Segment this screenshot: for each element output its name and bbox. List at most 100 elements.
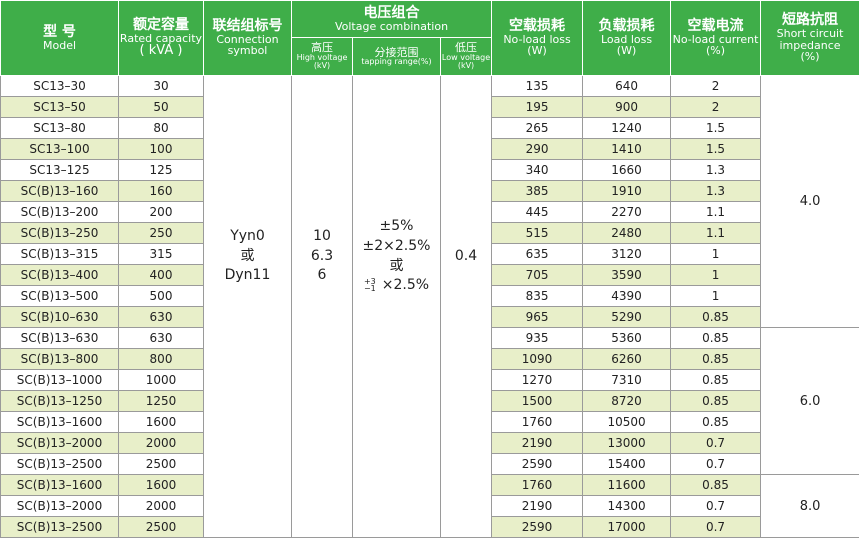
table-cell: 6260 — [582, 348, 672, 370]
table-cell: 14300 — [582, 495, 672, 517]
cell-line: 或 — [389, 257, 404, 274]
table-header: 型 号 Model 额定容量 Rated capacity( kVA ) 联结组标号… — [0, 0, 859, 76]
table-cell: 13000 — [582, 432, 672, 454]
table-cell: 2480 — [582, 222, 672, 244]
table-cell: 200 — [118, 201, 204, 223]
table-cell: SC(B)13–1000 — [0, 369, 119, 391]
header-text: No-load loss — [503, 32, 571, 46]
table-row: SC13–80 80 265 1240 1.5 — [0, 117, 859, 139]
table-cell: 2500 — [118, 516, 204, 538]
merged-cell: Yyn0 或 Dyn11 — [203, 75, 292, 538]
cell-line: 10 — [313, 228, 331, 245]
table-cell: 135 — [491, 75, 584, 97]
table-cell: 0.85 — [670, 474, 762, 496]
table-row: SC(B)13–630 630 935 5360 0.85 6.0 — [0, 327, 859, 475]
table-row: SC13–30 30 Yyn0 或 Dyn11 10 6.3 6 ±5% ±2×2.5% 或 +3 −1… — [0, 75, 859, 538]
table-row: SC13–100 100 290 1410 1.5 — [0, 138, 859, 160]
table-cell: 835 — [491, 285, 584, 307]
table-cell: 935 — [491, 327, 584, 349]
table-cell: 30 — [118, 75, 204, 97]
table-body: SC13–30 30 Yyn0 或 Dyn11 10 6.3 6 ±5% ±2×2.5% 或 +3 −1… — [0, 75, 859, 538]
table-cell: SC(B)13–160 — [0, 180, 119, 202]
header-text: 高压 — [311, 41, 333, 55]
header-text: 短路抗阻 — [782, 12, 839, 29]
table-cell: 2000 — [118, 495, 204, 517]
table-cell: 1000 — [118, 369, 204, 391]
table-cell: 1760 — [491, 474, 584, 496]
header-text: (W) — [527, 44, 547, 58]
table-row: SC(B)10–630 630 965 5290 0.85 — [0, 306, 859, 328]
table-cell: 195 — [491, 96, 584, 118]
table-row: SC13–125 125 340 1660 1.3 — [0, 159, 859, 181]
table-cell: 0.7 — [670, 495, 762, 517]
table-row: SC(B)13–800 800 1090 6260 0.85 — [0, 348, 859, 370]
table-cell: SC(B)13–400 — [0, 264, 119, 286]
header-text: 额定容量 — [133, 17, 189, 34]
merged-cell: ±5% ±2×2.5% 或 +3 −1 ×2.5% — [352, 75, 441, 538]
header-text: (kV) — [457, 61, 475, 71]
table-cell: 0.7 — [670, 516, 762, 538]
table-cell: 7310 — [582, 369, 672, 391]
header-text: 空载损耗 — [509, 18, 566, 35]
cell-line: 或 — [240, 247, 255, 264]
table-cell: 80 — [118, 117, 204, 139]
table-cell: 125 — [118, 159, 204, 181]
table-cell: 1.5 — [670, 117, 762, 139]
table-row: SC(B)13–160 160 385 1910 1.3 — [0, 180, 859, 202]
table-cell: 1 — [670, 285, 762, 307]
header-text: 电压组合 — [363, 4, 420, 21]
table-cell: SC13–100 — [0, 138, 119, 160]
range-upper: +3 — [363, 276, 376, 286]
table-cell: 0.85 — [670, 306, 762, 328]
table-cell: 2590 — [491, 516, 584, 538]
table-cell: 1.3 — [670, 180, 762, 202]
table-cell: 1270 — [491, 369, 584, 391]
table-cell: 1910 — [582, 180, 672, 202]
header-text: Short circuit impedance — [776, 27, 844, 52]
table-cell: 5360 — [582, 327, 672, 349]
table-cell: 2 — [670, 96, 762, 118]
header-cell: 空载损耗 No-load loss (W) — [491, 0, 584, 76]
table-cell: 100 — [118, 138, 204, 160]
table-cell: 2500 — [118, 453, 204, 475]
header-cell: 负载损耗 Load loss (W) — [582, 0, 672, 76]
table-cell: SC(B)13–200 — [0, 201, 119, 223]
table-row: SC(B)13–1600 1600 1760 11600 0.85 8.0 — [0, 474, 859, 538]
header-cell: 联结组标号 Connection symbol — [203, 0, 292, 76]
header-cell: 短路抗阻 Short circuit impedance (%) — [760, 0, 859, 76]
table-row: SC(B)13–2000 2000 2190 14300 0.7 — [0, 495, 859, 517]
table-cell: 1 — [670, 264, 762, 286]
header-text: Low voltage — [441, 52, 491, 62]
table-cell: 5290 — [582, 306, 672, 328]
table-cell: SC(B)13–1250 — [0, 390, 119, 412]
table-cell: 705 — [491, 264, 584, 286]
table-cell: 1 — [670, 243, 762, 265]
table-cell: 10500 — [582, 411, 672, 433]
table-row: SC(B)13–2500 2500 2590 17000 0.7 — [0, 516, 859, 538]
table-cell: 315 — [118, 243, 204, 265]
table-cell: SC(B)13–315 — [0, 243, 119, 265]
table-cell: 6.0 — [760, 327, 859, 475]
range-lower: −1 — [363, 284, 376, 294]
header-text: No-load current — [672, 32, 759, 46]
header-text: Load loss — [600, 32, 653, 46]
table-row: SC(B)13–250 250 515 2480 1.1 — [0, 222, 859, 244]
header-text: 低压 — [455, 41, 478, 55]
table-cell: 630 — [118, 306, 204, 328]
range-text: ×2.5% — [381, 277, 430, 294]
header-text: 分接范围 — [374, 45, 419, 59]
table-cell: 800 — [118, 348, 204, 370]
table-cell: 4390 — [582, 285, 672, 307]
cell-line: 6 — [317, 267, 327, 284]
header-text: 负载损耗 — [598, 18, 655, 35]
table-cell: SC(B)13–630 — [0, 327, 119, 349]
cell-line: Dyn11 — [224, 267, 271, 284]
table-cell: 1500 — [491, 390, 584, 412]
table-cell: 0.7 — [670, 432, 762, 454]
table-cell: 1.1 — [670, 201, 762, 223]
header-cell: 额定容量 Rated capacity( kVA ) — [118, 0, 204, 76]
table-cell: SC13–30 — [0, 75, 119, 97]
table-cell: 250 — [118, 222, 204, 244]
table-cell: 17000 — [582, 516, 672, 538]
